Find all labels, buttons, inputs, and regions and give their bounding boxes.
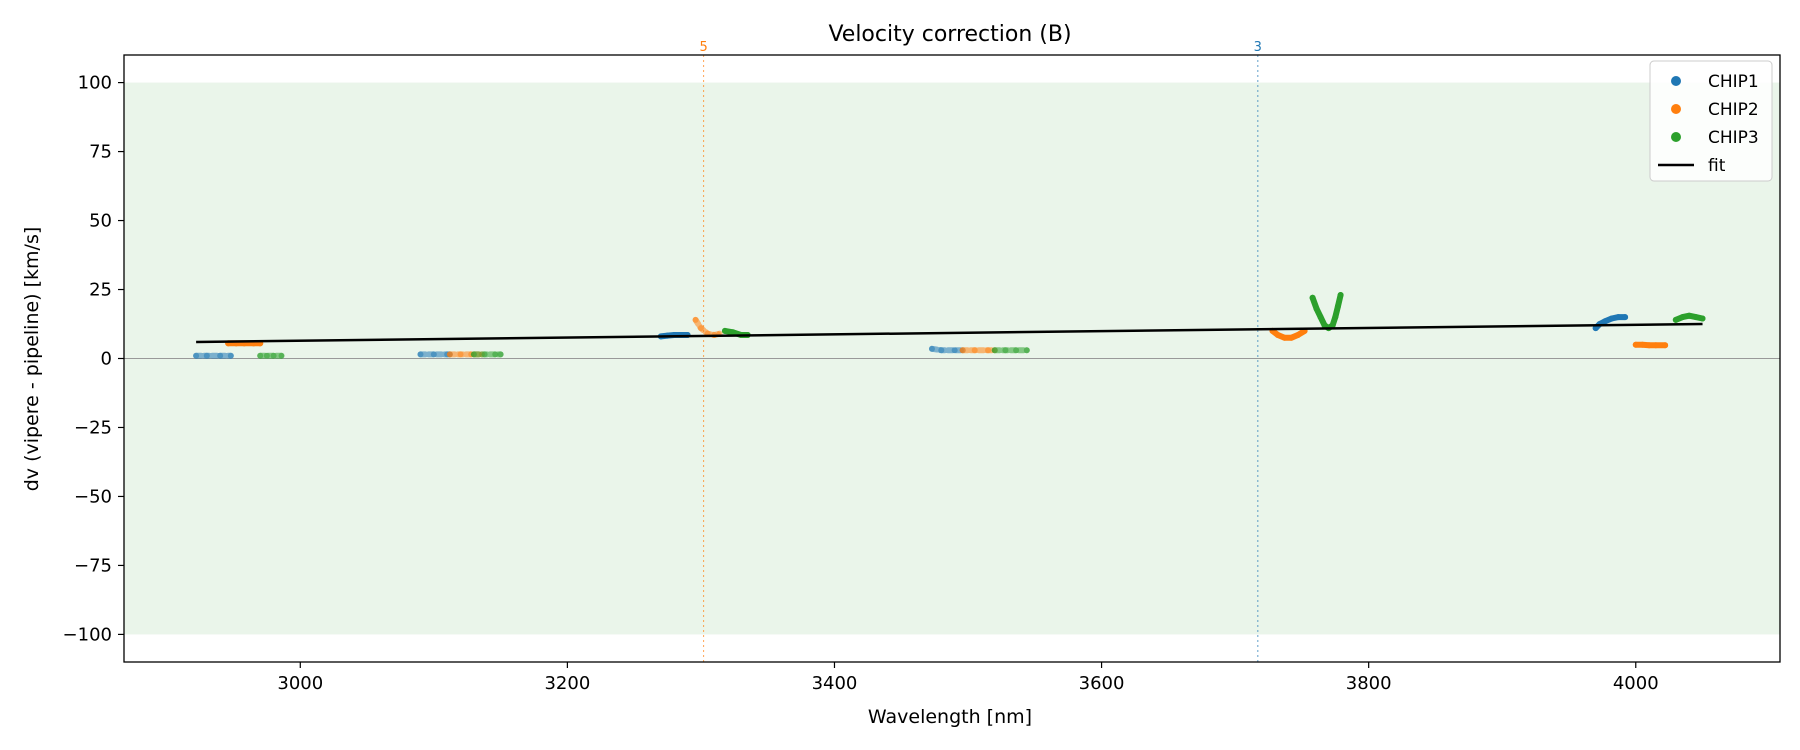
data-point-chip2 xyxy=(697,325,704,332)
data-point-chip3 xyxy=(1013,347,1020,354)
data-point-chip3 xyxy=(721,327,728,334)
data-point-chip3 xyxy=(1679,314,1686,321)
data-point-chip3 xyxy=(278,352,285,359)
y-tick-label: 50 xyxy=(89,211,112,232)
data-point-chip2 xyxy=(446,351,453,358)
data-point-chip3 xyxy=(1329,322,1336,329)
data-point-chip1 xyxy=(1622,314,1629,321)
y-tick-label: 25 xyxy=(89,280,112,301)
data-point-chip2 xyxy=(971,347,978,354)
data-point-chip3 xyxy=(1334,303,1341,310)
y-tick-label: −75 xyxy=(74,555,112,576)
data-point-chip2 xyxy=(1281,334,1288,341)
data-point-chip2 xyxy=(457,351,464,358)
legend-marker-chip2 xyxy=(1671,104,1681,114)
legend-label-fit: fit xyxy=(1708,156,1726,176)
data-point-chip1 xyxy=(1615,314,1622,321)
data-point-chip3 xyxy=(263,352,270,359)
data-point-chip3 xyxy=(497,351,504,358)
data-point-chip3 xyxy=(1309,294,1316,301)
data-point-chip3 xyxy=(1332,314,1339,321)
data-point-chip1 xyxy=(1602,318,1609,325)
marker-label-3: 3 xyxy=(1254,40,1262,55)
x-tick-label: 4000 xyxy=(1613,673,1659,694)
data-point-chip2 xyxy=(1652,342,1659,349)
legend-marker-chip3 xyxy=(1671,132,1681,142)
data-point-chip3 xyxy=(729,329,736,336)
legend-label-chip1: CHIP1 xyxy=(1708,72,1759,92)
y-tick-label: −50 xyxy=(74,486,112,507)
data-point-chip3 xyxy=(1686,312,1693,319)
legend-box xyxy=(1649,60,1773,182)
x-axis-label: Wavelength [nm] xyxy=(868,706,1032,728)
series-chip1-segment xyxy=(929,345,966,354)
y-tick-label: −100 xyxy=(63,624,112,645)
data-point-chip1 xyxy=(430,351,437,358)
data-point-chip2 xyxy=(959,347,966,354)
fit-line xyxy=(196,322,1703,344)
x-tick-label: 3800 xyxy=(1346,673,1392,694)
data-point-chip1 xyxy=(938,347,945,354)
data-point-chip3 xyxy=(1023,347,1030,354)
data-point-chip3 xyxy=(470,351,477,358)
y-tick-label: −25 xyxy=(74,417,112,438)
data-point-chip3 xyxy=(270,352,277,359)
data-point-chip3 xyxy=(1699,315,1706,322)
data-point-chip3 xyxy=(1317,314,1324,321)
x-tick-label: 3200 xyxy=(544,673,590,694)
data-point-chip3 xyxy=(257,352,264,359)
data-point-chip1 xyxy=(928,345,935,352)
legend-label-chip3: CHIP3 xyxy=(1708,128,1759,148)
legend-label-chip2: CHIP2 xyxy=(1708,100,1759,120)
data-point-chip3 xyxy=(1337,292,1344,299)
data-point-chip1 xyxy=(227,352,234,359)
data-point-chip3 xyxy=(492,351,499,358)
legend-marker-chip1 xyxy=(1671,76,1681,86)
data-point-chip3 xyxy=(481,351,488,358)
data-point-chip1 xyxy=(193,352,200,359)
data-point-chip3 xyxy=(1672,316,1679,323)
data-point-chip1 xyxy=(951,347,958,354)
data-point-chip2 xyxy=(1294,332,1301,339)
data-point-chip3 xyxy=(991,347,998,354)
data-point-chip2 xyxy=(692,316,699,323)
y-axis-label: dv (vipere - pipeline) [km/s] xyxy=(21,227,43,492)
data-point-chip1 xyxy=(217,352,224,359)
data-point-chip1 xyxy=(417,351,424,358)
data-point-chip3 xyxy=(1002,347,1009,354)
data-point-chip2 xyxy=(985,347,992,354)
data-point-chip1 xyxy=(1608,315,1615,322)
data-point-chip2 xyxy=(1639,341,1646,348)
data-point-chip2 xyxy=(1632,341,1639,348)
data-point-chip2 xyxy=(1646,342,1653,349)
data-point-chip3 xyxy=(1313,305,1320,312)
y-tick-label: 100 xyxy=(78,73,112,94)
x-tick-label: 3400 xyxy=(812,673,858,694)
y-tick-label: 75 xyxy=(89,142,112,163)
data-point-chip1 xyxy=(1592,325,1599,332)
marker-label-5: 5 xyxy=(699,40,707,55)
y-tick-label: 0 xyxy=(101,349,112,370)
data-point-chip2 xyxy=(1288,334,1295,341)
x-tick-label: 3000 xyxy=(277,673,323,694)
data-point-chip1 xyxy=(203,352,210,359)
chart-title: Velocity correction (B) xyxy=(828,22,1071,47)
data-point-chip2 xyxy=(1662,342,1669,349)
data-point-chip2 xyxy=(1274,332,1281,339)
x-tick-label: 3600 xyxy=(1079,673,1125,694)
data-point-chip3 xyxy=(1692,314,1699,321)
